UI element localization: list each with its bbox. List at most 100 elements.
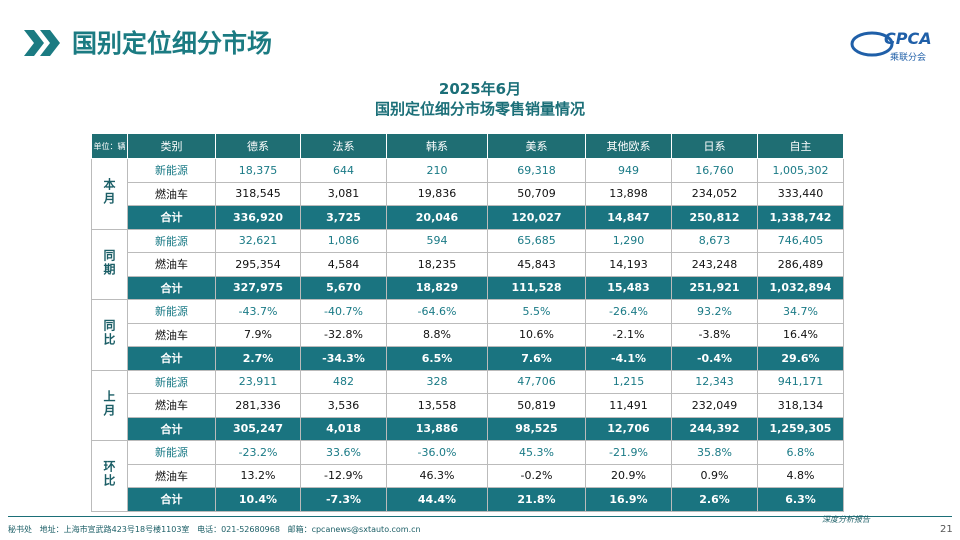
cell: 45.3% (487, 440, 586, 465)
cell: 35.8% (671, 440, 758, 465)
cell: 10.6% (487, 322, 586, 347)
cell: 2.6% (671, 487, 758, 512)
group-cell: 上月 (91, 369, 128, 441)
cell: 6.3% (757, 487, 844, 512)
table-row: 燃油车 7.9% -32.8% 8.8% 10.6% -2.1% -3.8% 16.4% (92, 322, 844, 347)
cell: 746,405 (757, 228, 844, 253)
cell: 594 (386, 228, 488, 253)
cell: 33.6% (300, 440, 387, 465)
cell: 20,046 (386, 205, 488, 230)
row-label: 合计 (127, 416, 216, 441)
cell: -12.9% (300, 463, 387, 488)
table-subtitle: 国别定位细分市场零售销量情况 (374, 100, 585, 118)
cell: 482 (300, 369, 387, 394)
row-label: 合计 (127, 346, 216, 371)
group-label: 本月 (102, 178, 116, 207)
cell: 32,621 (215, 228, 301, 253)
cell: 29.6% (757, 346, 844, 371)
cell: 281,336 (215, 393, 301, 418)
cell: 8.8% (386, 322, 488, 347)
row-label: 合计 (127, 275, 216, 300)
column-header: 德系 (215, 133, 301, 159)
table-row: 燃油车 13.2% -12.9% 46.3% -0.2% 20.9% 0.9% 4.8% (92, 463, 844, 488)
cell: 16.9% (585, 487, 672, 512)
table-row: 同比 新能源 -43.7% -40.7% -64.6% 5.5% -26.4% 93.2% 34… (91, 299, 844, 371)
footer-tagline: 深度分析报告 (822, 515, 870, 524)
row-label: 新能源 (127, 299, 216, 324)
footer-rule (8, 516, 952, 517)
table-row: 环比 新能源 -23.2% 33.6% -36.0% 45.3% -21.9% 35.8% 6.… (91, 440, 844, 512)
footer-address: 秘书处 地址：上海市宣武路423号18号楼1103室 电话：021-526809… (8, 525, 421, 534)
cell: -2.1% (585, 322, 672, 347)
cell: 47,706 (487, 369, 586, 394)
cell: 210 (386, 158, 488, 183)
cell: 18,235 (386, 252, 488, 277)
unit-label: 单位：辆 (91, 133, 128, 159)
logo: CPCA 乘联分会 (850, 29, 932, 63)
cell: -23.2% (215, 440, 301, 465)
cell: 250,812 (671, 205, 758, 230)
cell: 644 (300, 158, 387, 183)
row-label: 新能源 (127, 158, 216, 183)
cell: 295,354 (215, 252, 301, 277)
cell: 232,049 (671, 393, 758, 418)
cell: 34.7% (757, 299, 844, 324)
cell: 11,491 (585, 393, 672, 418)
cell: 65,685 (487, 228, 586, 253)
cell: 1,290 (585, 228, 672, 253)
row-label: 燃油车 (127, 252, 216, 277)
cell: 336,920 (215, 205, 301, 230)
cell: 120,027 (487, 205, 586, 230)
column-header: 日系 (671, 133, 758, 159)
logo-sub: 乘联分会 (890, 51, 926, 63)
group-label: 同期 (102, 248, 116, 277)
cell: 328 (386, 369, 488, 394)
cell: 0.9% (671, 463, 758, 488)
row-label: 燃油车 (127, 393, 216, 418)
row-label: 新能源 (127, 228, 216, 253)
cell: 1,086 (300, 228, 387, 253)
cell: 50,709 (487, 181, 586, 206)
cell: 13,898 (585, 181, 672, 206)
row-label: 新能源 (127, 440, 216, 465)
cell: 6.5% (386, 346, 488, 371)
row-label: 燃油车 (127, 463, 216, 488)
cell: 1,005,302 (757, 158, 844, 183)
cell: 6.8% (757, 440, 844, 465)
cell: 251,921 (671, 275, 758, 300)
row-label: 新能源 (127, 369, 216, 394)
cell: -26.4% (585, 299, 672, 324)
group-label: 上月 (102, 389, 116, 418)
cell: 5.5% (487, 299, 586, 324)
cell: 244,392 (671, 416, 758, 441)
cell: 19,836 (386, 181, 488, 206)
cell: 23,911 (215, 369, 301, 394)
group-cell: 同期 (91, 228, 128, 300)
cell: 8,673 (671, 228, 758, 253)
row-label: 合计 (127, 487, 216, 512)
table-row: 本月 新能源 18,375 644 210 69,318 949 16,760 1,005,30… (91, 158, 844, 230)
table-row: 合计 2.7% -34.3% 6.5% 7.6% -4.1% -0.4% 29.6% (92, 346, 844, 371)
cell: 3,725 (300, 205, 387, 230)
cell: 13,886 (386, 416, 488, 441)
cell: 327,975 (215, 275, 301, 300)
cell: 46.3% (386, 463, 488, 488)
group-label: 环比 (102, 460, 116, 489)
cell: 949 (585, 158, 672, 183)
cell: -0.2% (487, 463, 586, 488)
column-header: 自主 (757, 133, 844, 159)
column-header: 法系 (300, 133, 387, 159)
table-row: 合计 336,920 3,725 20,046 120,027 14,847 250,812… (92, 205, 844, 230)
cell: 93.2% (671, 299, 758, 324)
column-header: 其他欧系 (585, 133, 672, 159)
cell: 16.4% (757, 322, 844, 347)
cell: 20.9% (585, 463, 672, 488)
page-title: 国别定位细分市场 (72, 29, 273, 58)
cell: 13.2% (215, 463, 301, 488)
cell: 305,247 (215, 416, 301, 441)
cell: 14,193 (585, 252, 672, 277)
cell: 16,760 (671, 158, 758, 183)
cell: 44.4% (386, 487, 488, 512)
cell: 4,584 (300, 252, 387, 277)
